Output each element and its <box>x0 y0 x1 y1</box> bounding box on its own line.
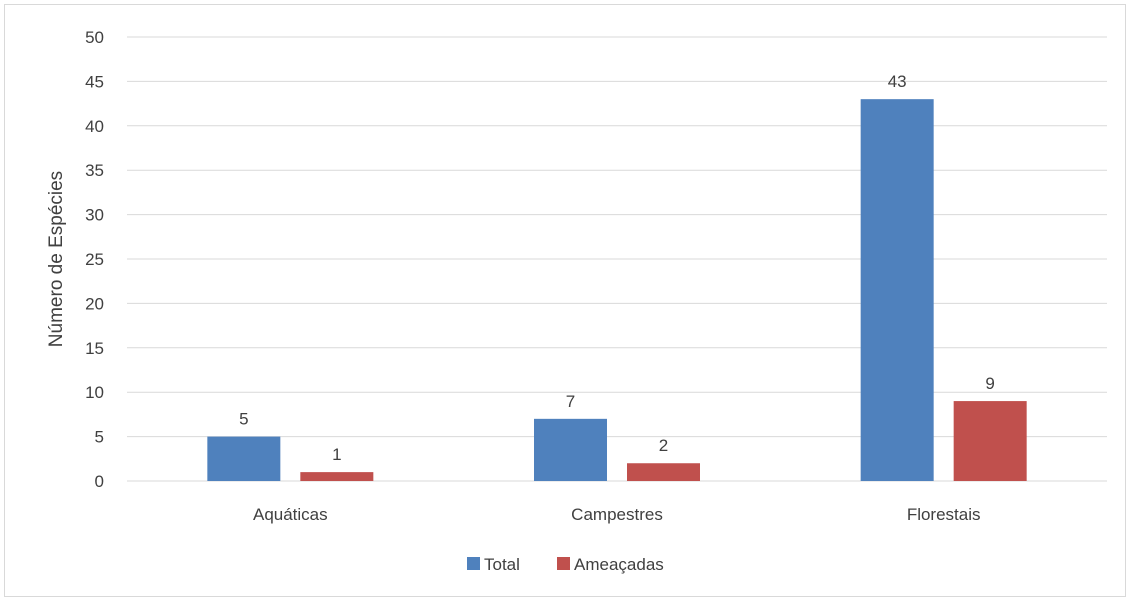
data-label: 1 <box>332 445 341 464</box>
y-tick-label: 40 <box>85 117 104 136</box>
x-tick-label: Aquáticas <box>253 505 328 524</box>
y-tick-label: 20 <box>85 294 104 313</box>
bars <box>207 99 1027 481</box>
legend-item: Ameaçadas <box>557 555 664 574</box>
y-tick-label: 25 <box>85 250 104 269</box>
y-tick-label: 15 <box>85 339 104 358</box>
bar <box>860 99 934 481</box>
y-tick-label: 50 <box>85 28 104 47</box>
x-tick-label: Florestais <box>907 505 981 524</box>
data-label: 7 <box>566 392 575 411</box>
data-labels: 5 1 7 2 43 9 <box>239 72 995 464</box>
legend-label: Ameaçadas <box>574 555 664 574</box>
y-tick-label: 35 <box>85 161 104 180</box>
chart-frame <box>4 4 1126 597</box>
x-tick-label: Campestres <box>571 505 663 524</box>
y-axis-title: Número de Espécies <box>46 171 67 347</box>
y-tick-label: 45 <box>85 72 104 91</box>
y-tick-label: 10 <box>85 383 104 402</box>
legend-swatch <box>467 557 480 570</box>
legend-swatch <box>557 557 570 570</box>
bar <box>534 418 607 481</box>
gridlines <box>127 36 1107 438</box>
bar <box>953 401 1027 481</box>
y-axis-tick-labels: 0 5 10 15 20 25 30 35 40 45 50 <box>85 28 104 491</box>
data-label: 43 <box>888 72 907 91</box>
legend-item: Total <box>467 555 520 574</box>
bar <box>207 436 281 481</box>
y-tick-label: 30 <box>85 206 104 225</box>
legend: Total Ameaçadas <box>467 555 664 574</box>
bar <box>300 472 374 481</box>
data-label: 9 <box>985 374 994 393</box>
data-label: 5 <box>239 410 248 429</box>
data-label: 2 <box>659 436 668 455</box>
bar <box>627 463 700 481</box>
y-tick-label: 0 <box>95 472 104 491</box>
x-axis-tick-labels: Aquáticas Campestres Florestais <box>253 505 981 524</box>
legend-label: Total <box>484 555 520 574</box>
y-tick-label: 5 <box>95 428 104 447</box>
